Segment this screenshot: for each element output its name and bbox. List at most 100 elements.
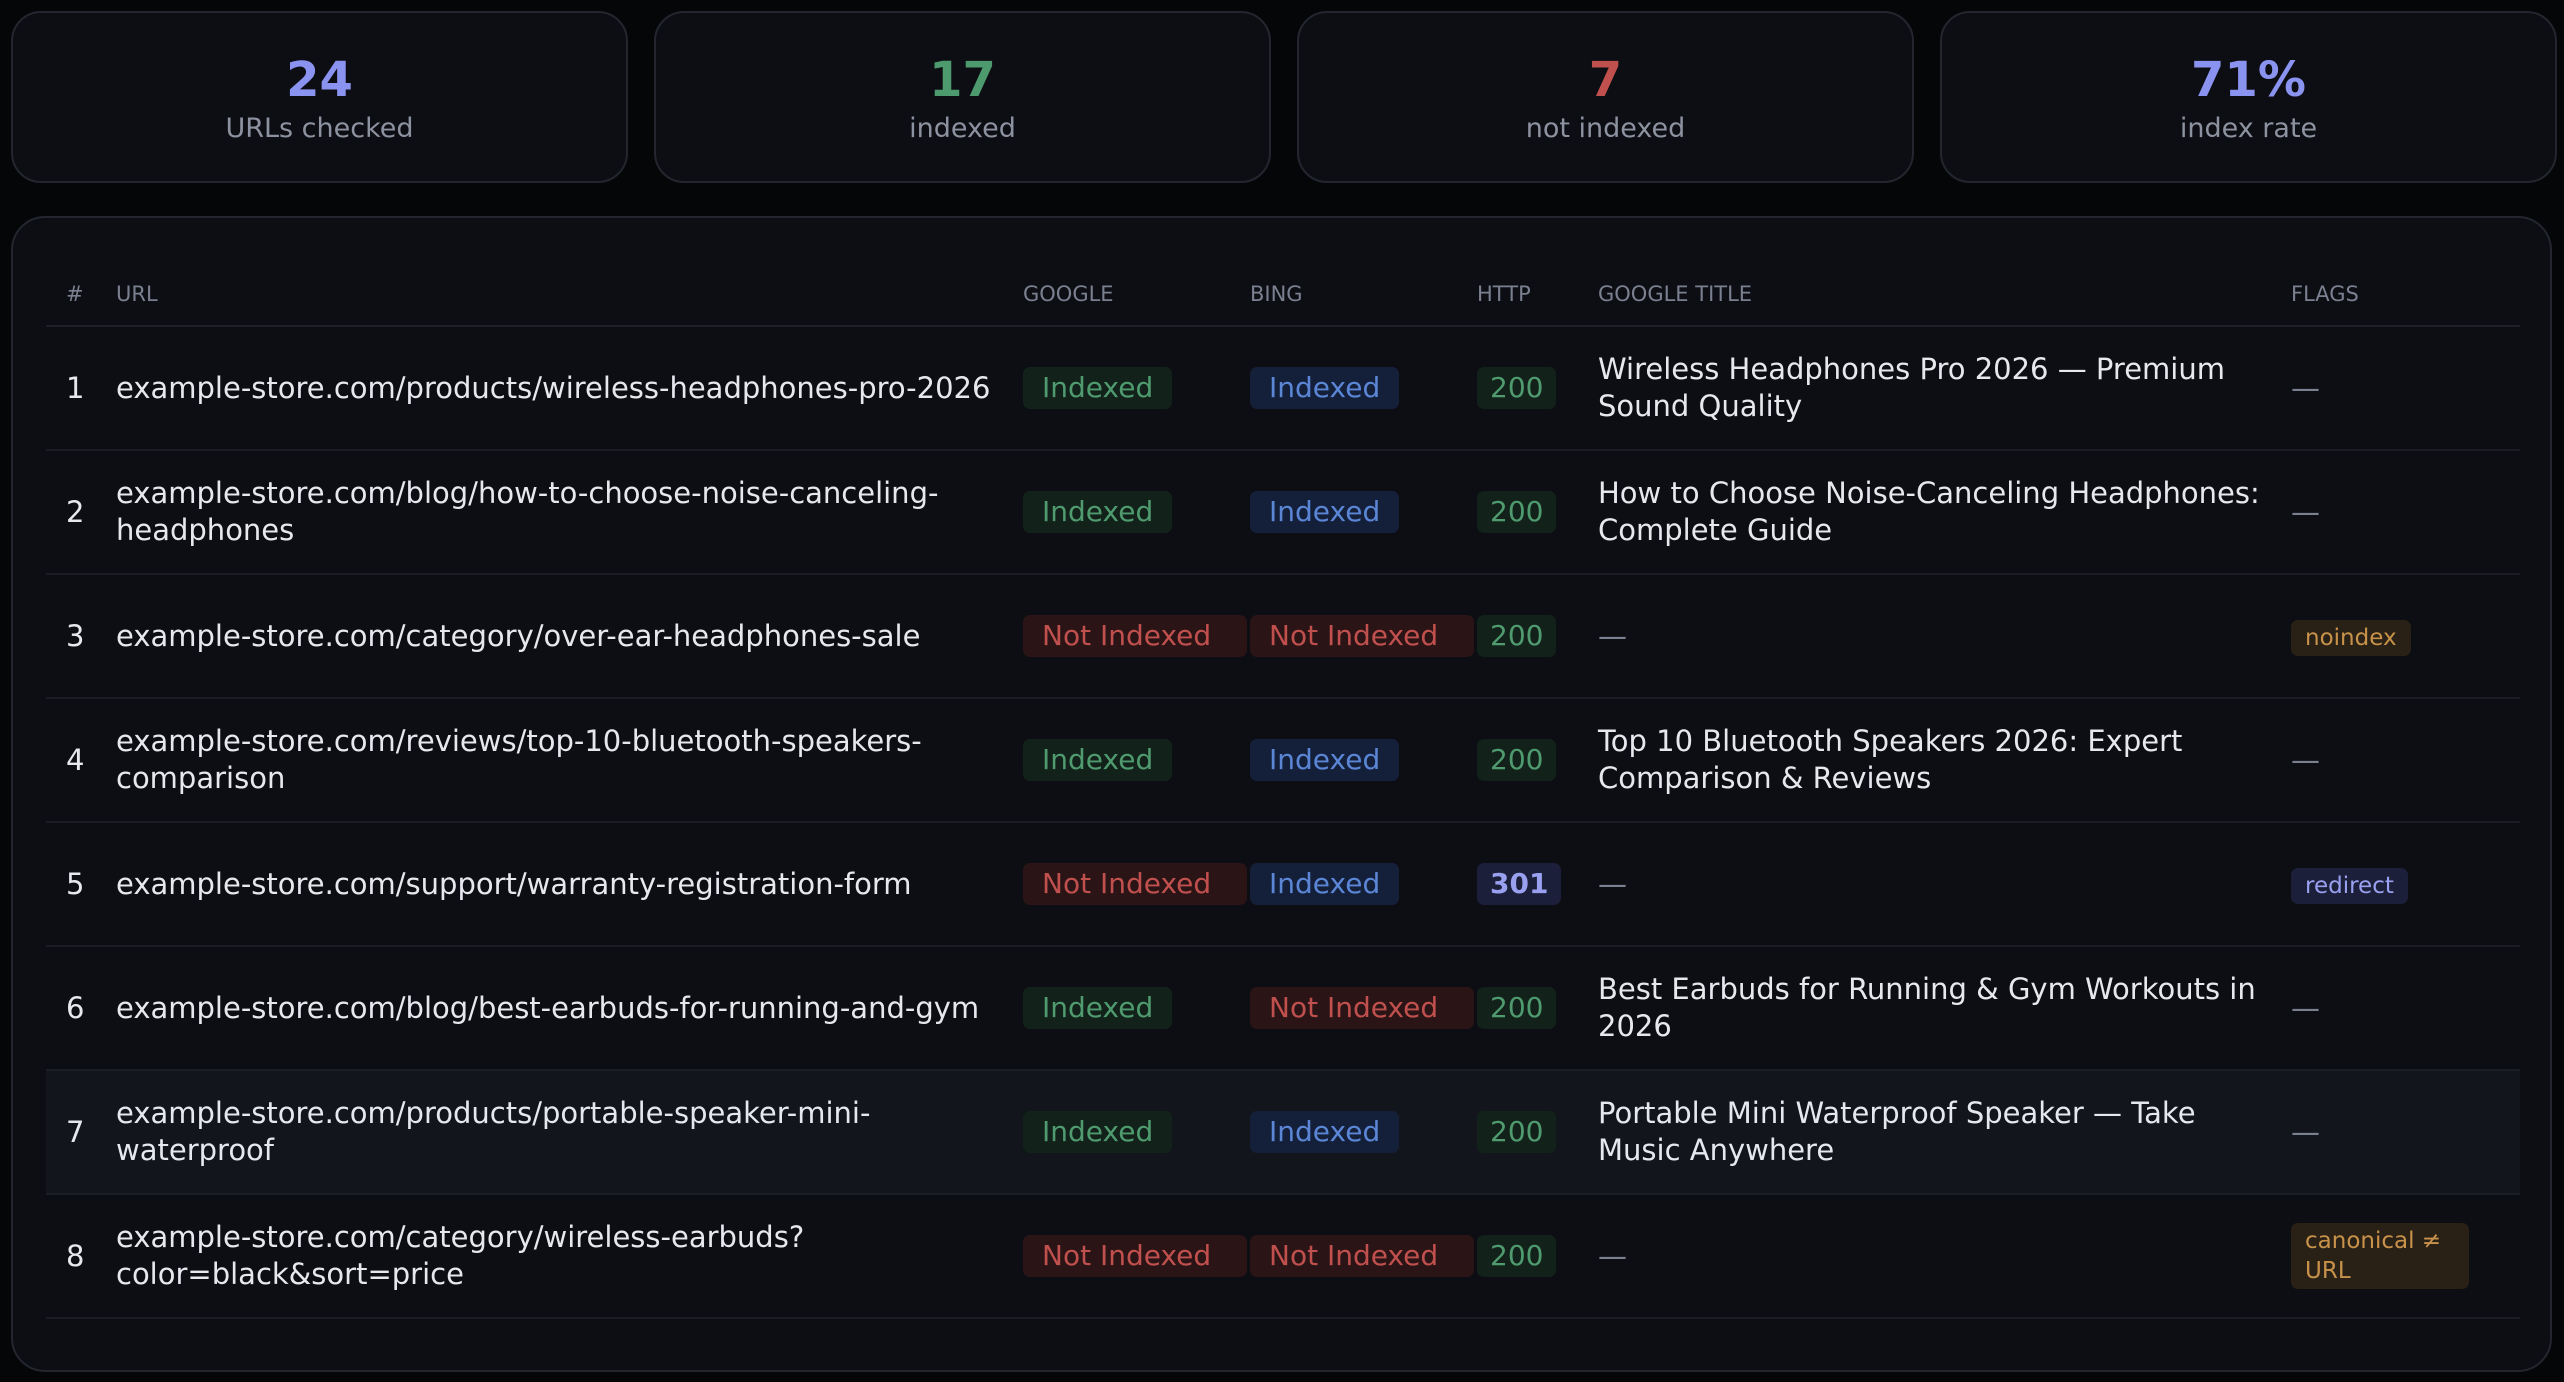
bing-status: Indexed <box>1250 863 1400 905</box>
flags-cell: canonical ≠ URL <box>2291 1194 2520 1319</box>
row-index: 5 <box>46 822 116 947</box>
table-row[interactable]: 4 example-store.com/reviews/top-10-blueto… <box>46 698 2520 823</box>
col-url-header: URL <box>116 262 1023 327</box>
google-cell: Not Indexed <box>1023 1194 1250 1319</box>
google-title: Wireless Headphones Pro 2026 — Premium S… <box>1598 326 2291 451</box>
google-cell: Indexed <box>1023 946 1250 1071</box>
row-index: 3 <box>46 574 116 699</box>
stat-label: index rate <box>2179 112 2318 144</box>
col-bing-header: BING <box>1250 262 1477 327</box>
http-status: 200 <box>1477 1235 1557 1277</box>
table-row[interactable]: 5 example-store.com/support/warranty-regi… <box>46 822 2520 947</box>
col-google-header: GOOGLE <box>1023 262 1250 327</box>
google-cell: Not Indexed <box>1023 822 1250 947</box>
google-cell: Not Indexed <box>1023 574 1250 699</box>
flag: — <box>2291 990 2320 1025</box>
url: example-store.com/category/over-ear-head… <box>116 574 1023 699</box>
flags-cell: noindex <box>2291 574 2520 699</box>
http-status: 200 <box>1477 491 1557 533</box>
google-title: Top 10 Bluetooth Speakers 2026: Expert C… <box>1598 698 2291 823</box>
flags-cell: — <box>2291 450 2520 575</box>
google-title: — <box>1598 822 2291 947</box>
flag: — <box>2291 494 2320 529</box>
bing-status: Not Indexed <box>1250 987 1474 1029</box>
bing-status: Indexed <box>1250 1111 1400 1153</box>
google-cell: Indexed <box>1023 698 1250 823</box>
stat-value: 71% <box>2191 51 2306 108</box>
flag: canonical ≠ URL <box>2291 1223 2469 1289</box>
stat-card: 7 not indexed <box>1297 11 1914 183</box>
table-row[interactable]: 7 example-store.com/products/portable-spe… <box>46 1070 2520 1195</box>
bing-cell: Not Indexed <box>1250 574 1477 699</box>
header-row: # URL GOOGLE BING HTTP GOOGLE TITLE FLAGS <box>46 262 2520 327</box>
url: example-store.com/category/wireless-earb… <box>116 1194 1023 1319</box>
stat-label: URLs checked <box>225 112 414 144</box>
flags-cell: — <box>2291 698 2520 823</box>
url: example-store.com/blog/how-to-choose-noi… <box>116 450 1023 575</box>
stat-card: 71% index rate <box>1940 11 2557 183</box>
row-index: 4 <box>46 698 116 823</box>
stat-label: not indexed <box>1525 112 1686 144</box>
stats: 24 URLs checked 17 indexed 7 not indexed 71% in… <box>11 11 2557 183</box>
flags-cell: — <box>2291 946 2520 1071</box>
google-status: Indexed <box>1023 739 1173 781</box>
http-cell: 200 <box>1477 450 1598 575</box>
bing-status: Indexed <box>1250 491 1400 533</box>
http-status: 200 <box>1477 367 1557 409</box>
url: example-store.com/products/wireless-head… <box>116 326 1023 451</box>
results-panel: # URL GOOGLE BING HTTP GOOGLE TITLE FLAGS 1 exa… <box>11 216 2552 1372</box>
bing-status: Not Indexed <box>1250 1235 1474 1277</box>
http-status: 301 <box>1477 863 1562 905</box>
row-index: 6 <box>46 946 116 1071</box>
bing-cell: Not Indexed <box>1250 946 1477 1071</box>
http-cell: 200 <box>1477 1070 1598 1195</box>
google-title: — <box>1598 1194 2291 1319</box>
flag: redirect <box>2291 867 2408 904</box>
bing-cell: Indexed <box>1250 698 1477 823</box>
google-status: Indexed <box>1023 491 1173 533</box>
google-status: Not Indexed <box>1023 863 1247 905</box>
table-row[interactable]: 6 example-store.com/blog/best-earbuds-for… <box>46 946 2520 1071</box>
results-table: # URL GOOGLE BING HTTP GOOGLE TITLE FLAGS 1 exa… <box>46 262 2520 1319</box>
table-row[interactable]: 3 example-store.com/category/over-ear-hea… <box>46 574 2520 699</box>
http-status: 200 <box>1477 1111 1557 1153</box>
google-status: Indexed <box>1023 987 1173 1029</box>
bing-status: Indexed <box>1250 367 1400 409</box>
flags-cell: — <box>2291 1070 2520 1195</box>
table-row[interactable]: 8 example-store.com/category/wireless-ear… <box>46 1194 2520 1319</box>
flags-cell: — <box>2291 326 2520 451</box>
url: example-store.com/reviews/top-10-bluetoo… <box>116 698 1023 823</box>
google-title: Portable Mini Waterproof Speaker — Take … <box>1598 1070 2291 1195</box>
google-status: Not Indexed <box>1023 615 1247 657</box>
google-cell: Indexed <box>1023 1070 1250 1195</box>
http-status: 200 <box>1477 987 1557 1029</box>
col-http-header: HTTP <box>1477 262 1598 327</box>
google-title: How to Choose Noise-Canceling Headphones… <box>1598 450 2291 575</box>
row-index: 1 <box>46 326 116 451</box>
http-cell: 200 <box>1477 946 1598 1071</box>
stat-label: indexed <box>909 112 1016 144</box>
flag: — <box>2291 1114 2320 1149</box>
col-title-header: GOOGLE TITLE <box>1598 262 2291 327</box>
google-cell: Indexed <box>1023 326 1250 451</box>
flag: — <box>2291 370 2320 405</box>
url: example-store.com/support/warranty-regis… <box>116 822 1023 947</box>
http-cell: 301 <box>1477 822 1598 947</box>
stat-card: 24 URLs checked <box>11 11 628 183</box>
table-row[interactable]: 1 example-store.com/products/wireless-hea… <box>46 326 2520 451</box>
row-index: 7 <box>46 1070 116 1195</box>
http-status: 200 <box>1477 615 1557 657</box>
bing-cell: Indexed <box>1250 1070 1477 1195</box>
http-cell: 200 <box>1477 698 1598 823</box>
http-status: 200 <box>1477 739 1557 781</box>
row-index: 8 <box>46 1194 116 1319</box>
bing-cell: Indexed <box>1250 450 1477 575</box>
flag: noindex <box>2291 619 2411 656</box>
http-cell: 200 <box>1477 574 1598 699</box>
row-index: 2 <box>46 450 116 575</box>
table-row[interactable]: 2 example-store.com/blog/how-to-choose-no… <box>46 450 2520 575</box>
bing-status: Not Indexed <box>1250 615 1474 657</box>
google-status: Indexed <box>1023 367 1173 409</box>
stat-card: 17 indexed <box>654 11 1271 183</box>
